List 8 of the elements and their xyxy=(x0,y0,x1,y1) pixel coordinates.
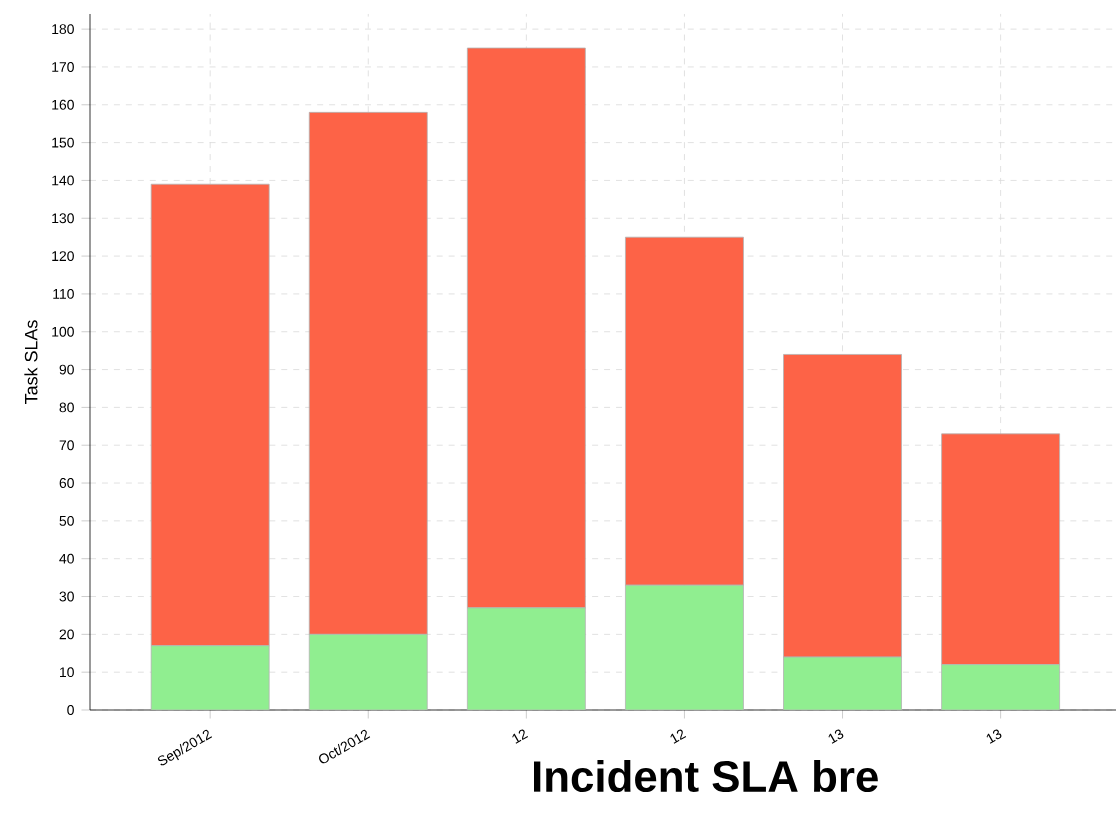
bar xyxy=(308,633,428,710)
bar xyxy=(466,607,586,710)
text: Incident SLA bre xyxy=(533,759,878,793)
y-axis-title: Task SLAs xyxy=(24,320,38,404)
bar xyxy=(941,664,1061,710)
bar xyxy=(625,584,744,710)
bar xyxy=(783,656,902,710)
bar xyxy=(150,645,270,710)
